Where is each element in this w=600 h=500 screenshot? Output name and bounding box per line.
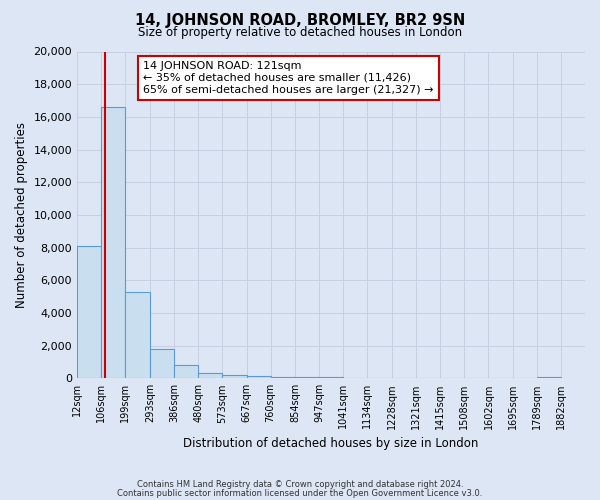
Bar [537,376,561,378]
Bar [174,365,198,378]
Text: Size of property relative to detached houses in London: Size of property relative to detached ho… [138,26,462,39]
Bar [198,374,222,378]
Bar [101,107,125,378]
Text: Contains HM Land Registry data © Crown copyright and database right 2024.: Contains HM Land Registry data © Crown c… [137,480,463,489]
Text: 14, JOHNSON ROAD, BROMLEY, BR2 9SN: 14, JOHNSON ROAD, BROMLEY, BR2 9SN [135,12,465,28]
Bar [271,376,295,378]
Bar [150,349,174,378]
Text: 14 JOHNSON ROAD: 121sqm
← 35% of detached houses are smaller (11,426)
65% of sem: 14 JOHNSON ROAD: 121sqm ← 35% of detache… [143,62,434,94]
Y-axis label: Number of detached properties: Number of detached properties [15,122,28,308]
Bar [295,377,319,378]
Bar [77,246,101,378]
Bar [247,376,271,378]
Text: Contains public sector information licensed under the Open Government Licence v3: Contains public sector information licen… [118,490,482,498]
Bar [222,375,247,378]
X-axis label: Distribution of detached houses by size in London: Distribution of detached houses by size … [184,437,479,450]
Bar [125,292,150,378]
